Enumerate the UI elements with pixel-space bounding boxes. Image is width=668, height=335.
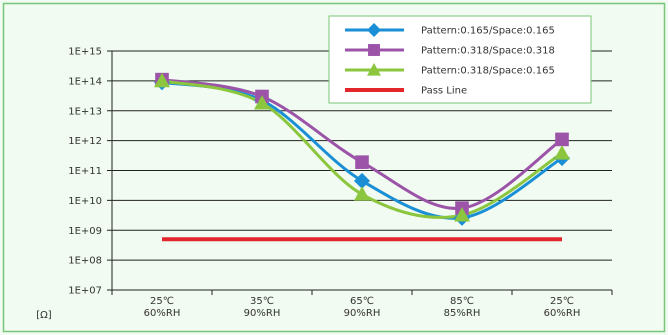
- data-point: [154, 72, 170, 88]
- series-layer: [154, 72, 570, 242]
- y-tick-label: 1E+07: [68, 286, 102, 297]
- y-tick-label: 1E+10: [68, 196, 102, 207]
- legend: Pattern:0.165/Space:0.165 Pattern:0.318/S…: [328, 15, 592, 104]
- data-point: [555, 132, 569, 147]
- data-point: [355, 155, 369, 169]
- x-tick-label-rh: 90%RH: [244, 308, 281, 319]
- y-tick-label: 1E+11: [68, 166, 102, 177]
- legend-label: Pattern:0.165/Space:0.165: [421, 26, 555, 37]
- legend-swatch-marker: [368, 44, 380, 56]
- x-tick-label-rh: 85%RH: [444, 308, 481, 319]
- data-point: [554, 145, 570, 160]
- x-tick-label-temp: 25℃: [550, 296, 574, 307]
- y-tick-label: 1E+15: [68, 47, 102, 58]
- x-tick-label-rh: 60%RH: [544, 308, 581, 319]
- legend-swatch-marker: [367, 23, 381, 37]
- x-tick-label-temp: 35℃: [250, 296, 274, 307]
- data-point: [254, 95, 270, 110]
- data-point: [354, 172, 370, 189]
- y-tick-label: 1E+13: [68, 106, 102, 117]
- y-axis-label: [Ω]: [36, 310, 52, 321]
- x-tick-label-temp: 65℃: [350, 296, 374, 307]
- y-tick-label: 1E+08: [68, 256, 102, 267]
- x-tick-label-rh: 90%RH: [344, 308, 381, 319]
- data-point: [454, 207, 470, 222]
- legend-label: Pattern:0.318/Space:0.318: [421, 46, 555, 57]
- y-tick-label: 1E+12: [68, 136, 102, 147]
- legend-swatch-marker: [367, 63, 381, 76]
- y-tick-label: 1E+14: [68, 76, 102, 87]
- legend-label: Pass Line: [421, 86, 467, 97]
- axes: 1E+15 1E+14 1E+13 1E+12 1E+11 1E+10 1E+09 1E+08…: [36, 47, 613, 321]
- x-tick-label-rh: 60%RH: [144, 308, 181, 319]
- legend-label: Pattern:0.318/Space:0.165: [421, 66, 555, 77]
- x-tick-label-temp: 85℃: [450, 296, 474, 307]
- x-tick-label-temp: 25℃: [150, 296, 174, 307]
- y-tick-label: 1E+09: [68, 226, 102, 237]
- data-point: [354, 186, 370, 201]
